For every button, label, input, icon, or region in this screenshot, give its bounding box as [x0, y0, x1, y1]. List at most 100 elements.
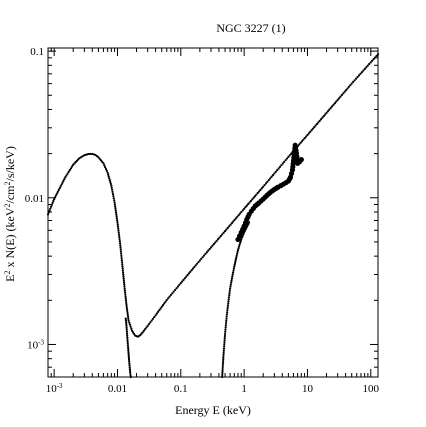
data-point	[128, 369, 132, 373]
data-point	[221, 369, 224, 373]
data-point	[262, 185, 265, 188]
data-point	[238, 212, 242, 215]
data-point	[221, 363, 224, 367]
data-point	[226, 304, 230, 307]
data-point	[70, 165, 74, 168]
data-point	[108, 179, 111, 182]
series-1	[124, 317, 132, 379]
data-point	[172, 290, 175, 293]
data-point	[125, 326, 128, 329]
data-point	[103, 164, 106, 167]
data-point	[302, 138, 305, 141]
data-point	[314, 124, 317, 127]
data-point	[164, 300, 167, 303]
y-axis-label-exponent: 2	[3, 204, 12, 208]
data-point	[229, 223, 232, 226]
data-point	[307, 132, 310, 135]
data-point	[230, 277, 234, 280]
data-point	[205, 251, 208, 254]
data-point	[111, 190, 114, 194]
data-point	[222, 349, 225, 352]
data-point	[125, 330, 129, 333]
data-point	[186, 273, 189, 277]
data-point	[248, 221, 251, 224]
data-point	[126, 313, 129, 316]
x-tick-label: 0.01	[108, 383, 127, 395]
data-point	[118, 235, 121, 239]
data-point	[298, 157, 304, 163]
data-point	[214, 241, 217, 244]
data-point	[115, 217, 118, 220]
data-point	[124, 297, 127, 300]
data-point	[202, 254, 206, 257]
data-point	[219, 234, 222, 238]
data-point	[144, 327, 147, 331]
data-point	[248, 201, 251, 204]
data-point	[266, 180, 269, 183]
data-point	[183, 277, 186, 280]
data-point	[260, 187, 263, 190]
data-point	[222, 353, 225, 357]
data-point	[350, 82, 353, 85]
x-axis-label: Energy E (keV)	[175, 403, 251, 417]
data-point	[207, 249, 210, 252]
data-point	[300, 140, 304, 143]
series-2	[221, 221, 251, 379]
data-point	[66, 172, 69, 175]
data-point	[333, 102, 337, 105]
data-point	[142, 329, 146, 332]
data-point	[128, 366, 131, 369]
data-point	[237, 214, 240, 217]
data-point	[233, 263, 236, 266]
data-point	[319, 118, 323, 121]
data-point	[120, 252, 123, 255]
data-point	[124, 319, 128, 322]
data-point	[126, 338, 129, 341]
data-point	[274, 170, 277, 173]
data-point	[363, 67, 366, 70]
data-point	[125, 328, 128, 331]
data-point	[366, 64, 369, 67]
data-point	[104, 167, 108, 171]
data-point	[238, 245, 241, 248]
data-point	[128, 360, 131, 363]
data-point	[126, 342, 129, 345]
y-axis-label-text: E2 x N(E) (keV2/cm2/s/keV)	[3, 146, 18, 282]
data-point	[117, 227, 120, 230]
data-point	[54, 194, 58, 197]
data-point	[226, 308, 229, 312]
data-point	[129, 373, 132, 377]
data-point	[127, 352, 130, 356]
data-point	[128, 321, 131, 324]
data-point	[225, 228, 228, 231]
data-point	[251, 198, 254, 201]
data-point	[57, 188, 60, 192]
data-point	[277, 167, 280, 170]
data-point	[328, 108, 331, 111]
data-point	[336, 98, 339, 101]
data-point	[216, 238, 220, 241]
data-point	[61, 181, 64, 184]
x-tick-label: 0.1	[174, 383, 188, 395]
data-point	[98, 157, 101, 160]
data-point	[63, 177, 66, 181]
data-point	[240, 238, 243, 241]
data-point	[324, 113, 327, 116]
data-point	[298, 143, 301, 146]
data-point	[226, 226, 229, 229]
data-point	[127, 317, 130, 320]
data-point	[369, 61, 372, 64]
data-point	[339, 95, 342, 98]
data-point	[60, 183, 63, 186]
data-point	[225, 313, 229, 316]
data-point	[129, 371, 132, 374]
data-point	[89, 152, 92, 156]
data-point	[237, 247, 240, 250]
data-point	[221, 233, 224, 236]
data-point	[273, 172, 276, 175]
data-point	[127, 319, 130, 322]
data-point	[49, 205, 53, 208]
data-point	[247, 202, 250, 206]
data-point	[245, 204, 248, 207]
data-point	[141, 331, 144, 334]
